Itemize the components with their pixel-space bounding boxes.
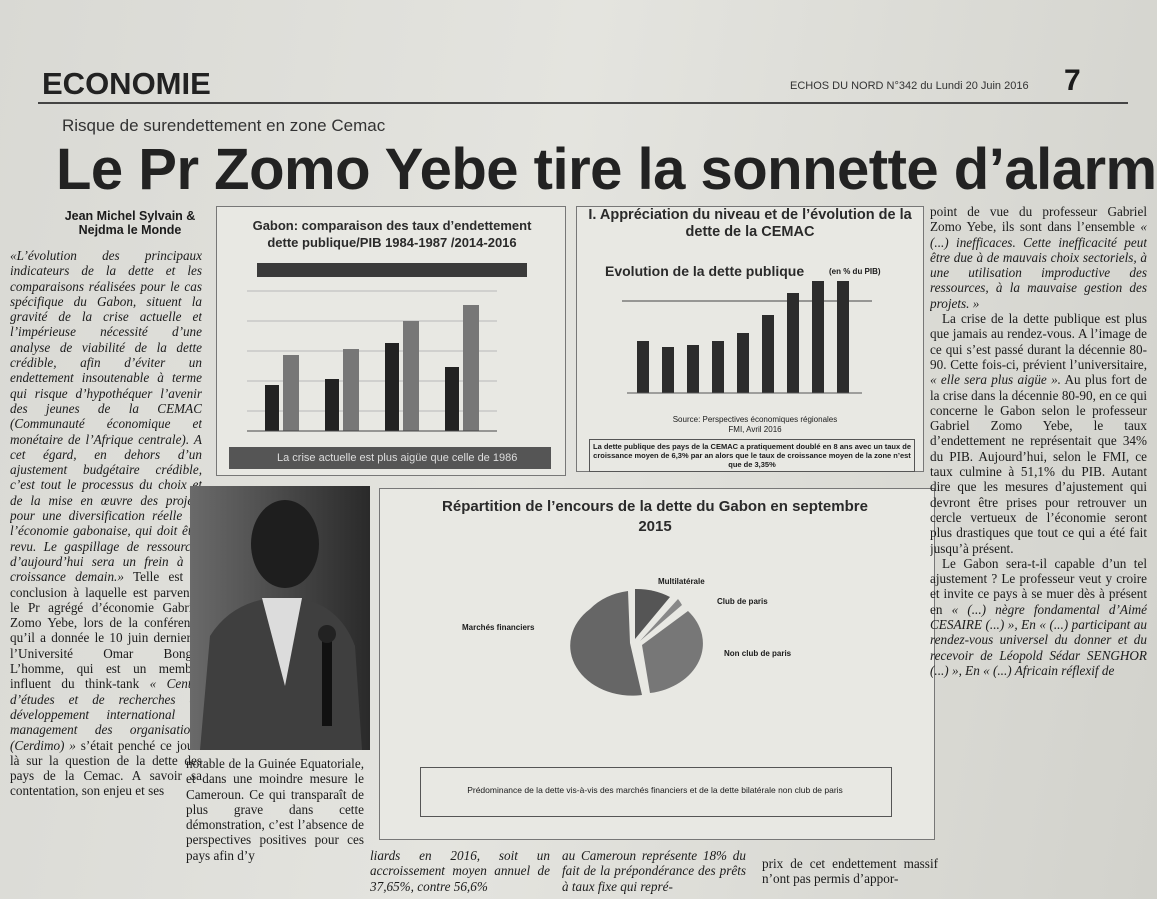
bottom-column: prix de cet endettement massif n’ont pas… <box>762 856 938 899</box>
body-text: prix de cet endettement massif n’ont pas… <box>762 856 938 887</box>
body-text: Telle est la conclusion à laquelle est p… <box>10 569 202 691</box>
body-text: au Cameroun représente 18% du fait de la… <box>562 848 746 894</box>
pie-illustration <box>530 569 760 719</box>
figure-caption: Prédominance de la dette vis-à-vis des m… <box>460 785 850 796</box>
figure-title: Répartition de l’encours de la dette du … <box>440 497 870 537</box>
section-title: ECONOMIE <box>42 66 211 102</box>
bars <box>637 281 849 393</box>
right-column: point de vue du professeur Gabriel Zomo … <box>930 204 1147 899</box>
headline: Le Pr Zomo Yebe tire la sonnette d’alarm… <box>56 136 1157 203</box>
bar-illustration <box>617 279 877 399</box>
section-title: I. Appréciation du niveau et de l’évolut… <box>587 207 913 241</box>
quote: « elle sera plus aigüe ». <box>930 372 1061 387</box>
lead-quote: «L’évolution des principaux indicateurs … <box>10 248 202 584</box>
body-text: notable de la Guinée Equatoriale, et dan… <box>186 756 364 863</box>
figure-title: Gabon: comparaison des taux d’endettemen… <box>237 217 547 251</box>
body-text: La crise de la dette publique est plus q… <box>930 311 1147 372</box>
figure-cemac-debt: I. Appréciation du niveau et de l’évolut… <box>576 206 924 472</box>
slice-label: Club de paris <box>717 597 768 606</box>
figure-source: Source: Perspectives économiques régiona… <box>665 415 845 435</box>
figure-caption: La dette publique des pays de la CEMAC a… <box>589 439 915 472</box>
slice-label: Marchés financiers <box>462 623 534 632</box>
speaker-photo <box>190 486 370 750</box>
body-text: Au plus fort de la crise dans la décenni… <box>930 372 1147 555</box>
bottom-column: au Cameroun représente 18% du fait de la… <box>562 848 746 899</box>
left-column: «L’évolution des principaux indicateurs … <box>10 248 202 899</box>
figure-caption: La crise actuelle est plus aigüe que cel… <box>277 452 517 464</box>
bottom-column: liards en 2016, soit un accroissement mo… <box>370 848 550 899</box>
issue-line: ECHOS DU NORD N°342 du Lundi 20 Juin 201… <box>790 80 1029 92</box>
middle-column: notable de la Guinée Equatoriale, et dan… <box>186 756 364 899</box>
quote: « (...) nègre fondamental d’Aimé CESAIRE… <box>930 602 1147 678</box>
figure-gabon-comparison: Gabon: comparaison des taux d’endettemen… <box>216 206 566 476</box>
body-text: point de vue du professeur Gabriel Zomo … <box>930 204 1147 234</box>
chart-unit: (en % du PIB) <box>829 267 881 276</box>
bar-illustration <box>227 281 557 441</box>
kicker: Risque de surendettement en zone Cemac <box>62 116 385 136</box>
chart-title: Evolution de la dette publique <box>605 263 804 279</box>
header-rule <box>38 102 1128 104</box>
slice-label: Multilatérale <box>658 577 705 586</box>
figure-source-band <box>257 263 527 277</box>
body-text: liards en 2016, soit un accroissement mo… <box>370 848 550 894</box>
bars <box>265 305 479 431</box>
figure-debt-split: Répartition de l’encours de la dette du … <box>379 488 935 840</box>
slice-label: Non club de paris <box>724 649 791 658</box>
page-number: 7 <box>1064 64 1081 98</box>
newspaper-page: ECONOMIE ECHOS DU NORD N°342 du Lundi 20… <box>0 0 1157 899</box>
byline: Jean Michel Sylvain & Nejdma le Monde <box>56 209 204 237</box>
